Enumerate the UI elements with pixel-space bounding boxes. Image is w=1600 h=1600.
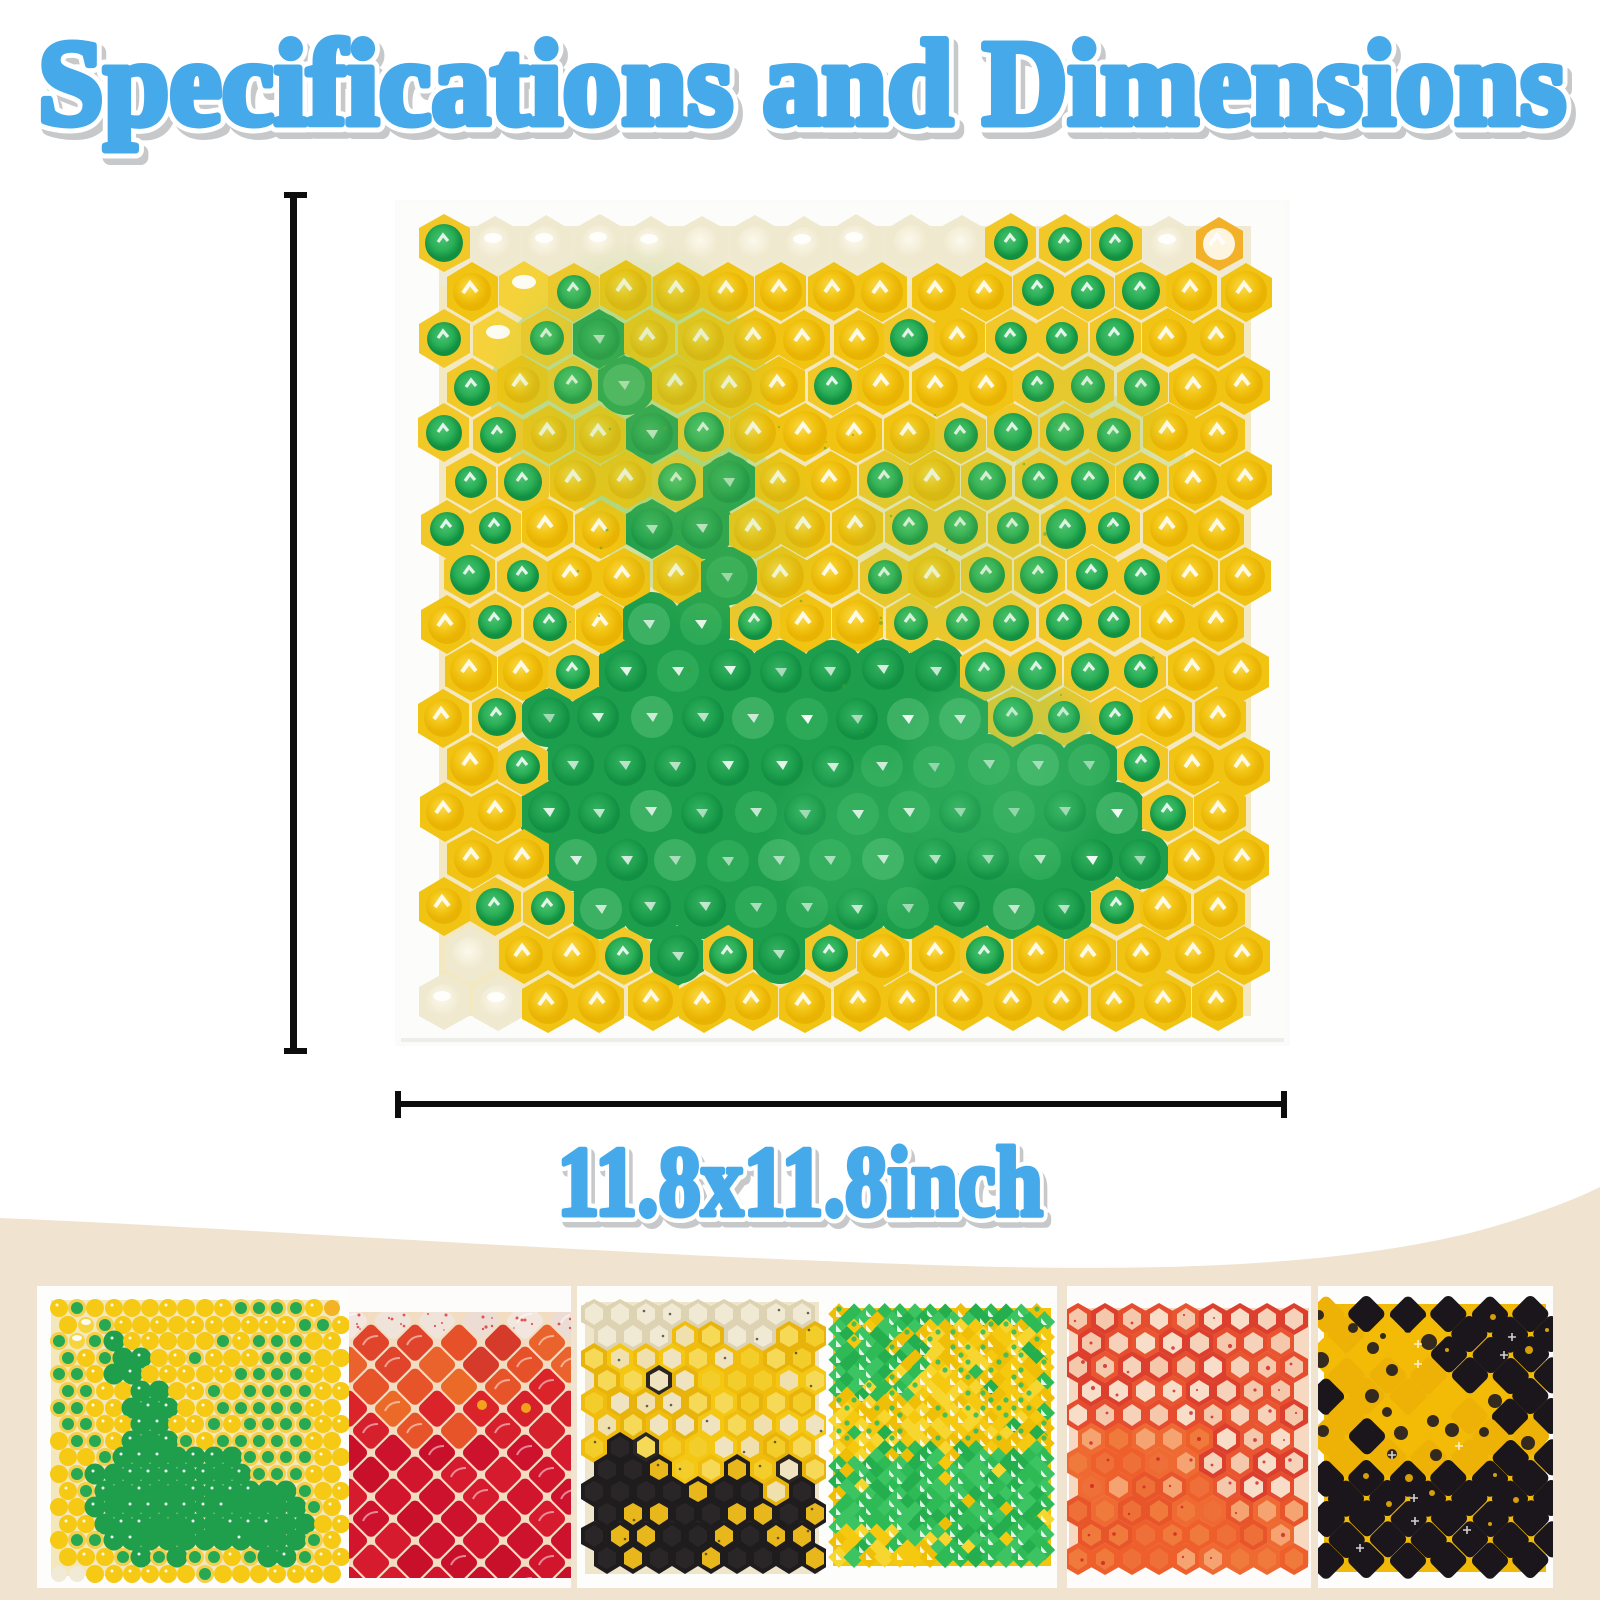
svg-text:Specifications and Dimensions: Specifications and Dimensions: [38, 16, 1566, 151]
svg-text:Specifications and Dimensions: Specifications and Dimensions: [38, 16, 1566, 151]
svg-text:11.8x11.8inch: 11.8x11.8inch: [557, 1126, 1043, 1237]
svg-text:Specifications and Dimensions: Specifications and Dimensions: [43, 23, 1571, 158]
svg-text:11.8x11.8inch: 11.8x11.8inch: [557, 1126, 1043, 1237]
svg-text:11.8x11.8inch: 11.8x11.8inch: [561, 1132, 1047, 1243]
